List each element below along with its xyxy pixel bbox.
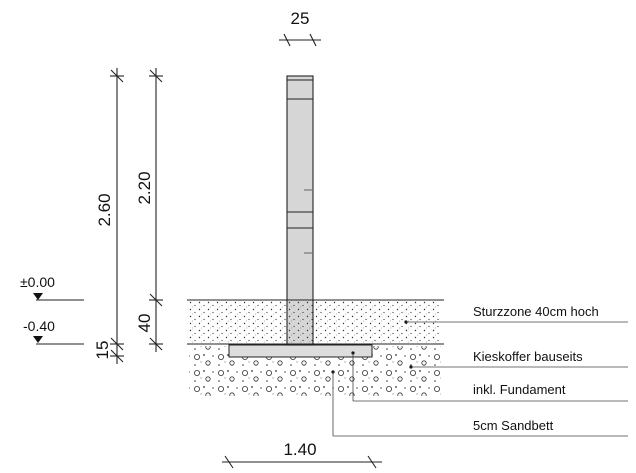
foundation-note: inkl. Fundament xyxy=(473,382,566,397)
leader-lines xyxy=(331,320,628,437)
height-dimension xyxy=(149,68,163,352)
ground-level-marker xyxy=(33,293,84,301)
foundation-width-dimension xyxy=(222,455,382,469)
fall-zone-note: Sturzzone 40cm hoch xyxy=(473,304,599,319)
post-width-label: 25 xyxy=(291,9,310,28)
foundation-width-label: 1.40 xyxy=(283,440,316,459)
bed-depth-label: 15 xyxy=(93,341,112,360)
gravel-bed-note: Kieskoffer bauseits xyxy=(473,349,583,364)
base-level-label: -0.40 xyxy=(23,318,55,334)
sand-bed-note: 5cm Sandbett xyxy=(473,418,554,433)
foundation-plate xyxy=(228,344,373,358)
total-height-dimension xyxy=(110,68,124,364)
base-level-marker xyxy=(33,336,84,345)
above-ground-label: 2.20 xyxy=(135,171,154,204)
total-height-label: 2.60 xyxy=(95,193,114,226)
ground-level-label: ±0.00 xyxy=(20,274,55,290)
fall-zone-layer xyxy=(187,299,444,345)
fall-zone-depth-label: 40 xyxy=(135,314,154,333)
post-width-dimension xyxy=(279,33,321,47)
post xyxy=(286,75,314,346)
